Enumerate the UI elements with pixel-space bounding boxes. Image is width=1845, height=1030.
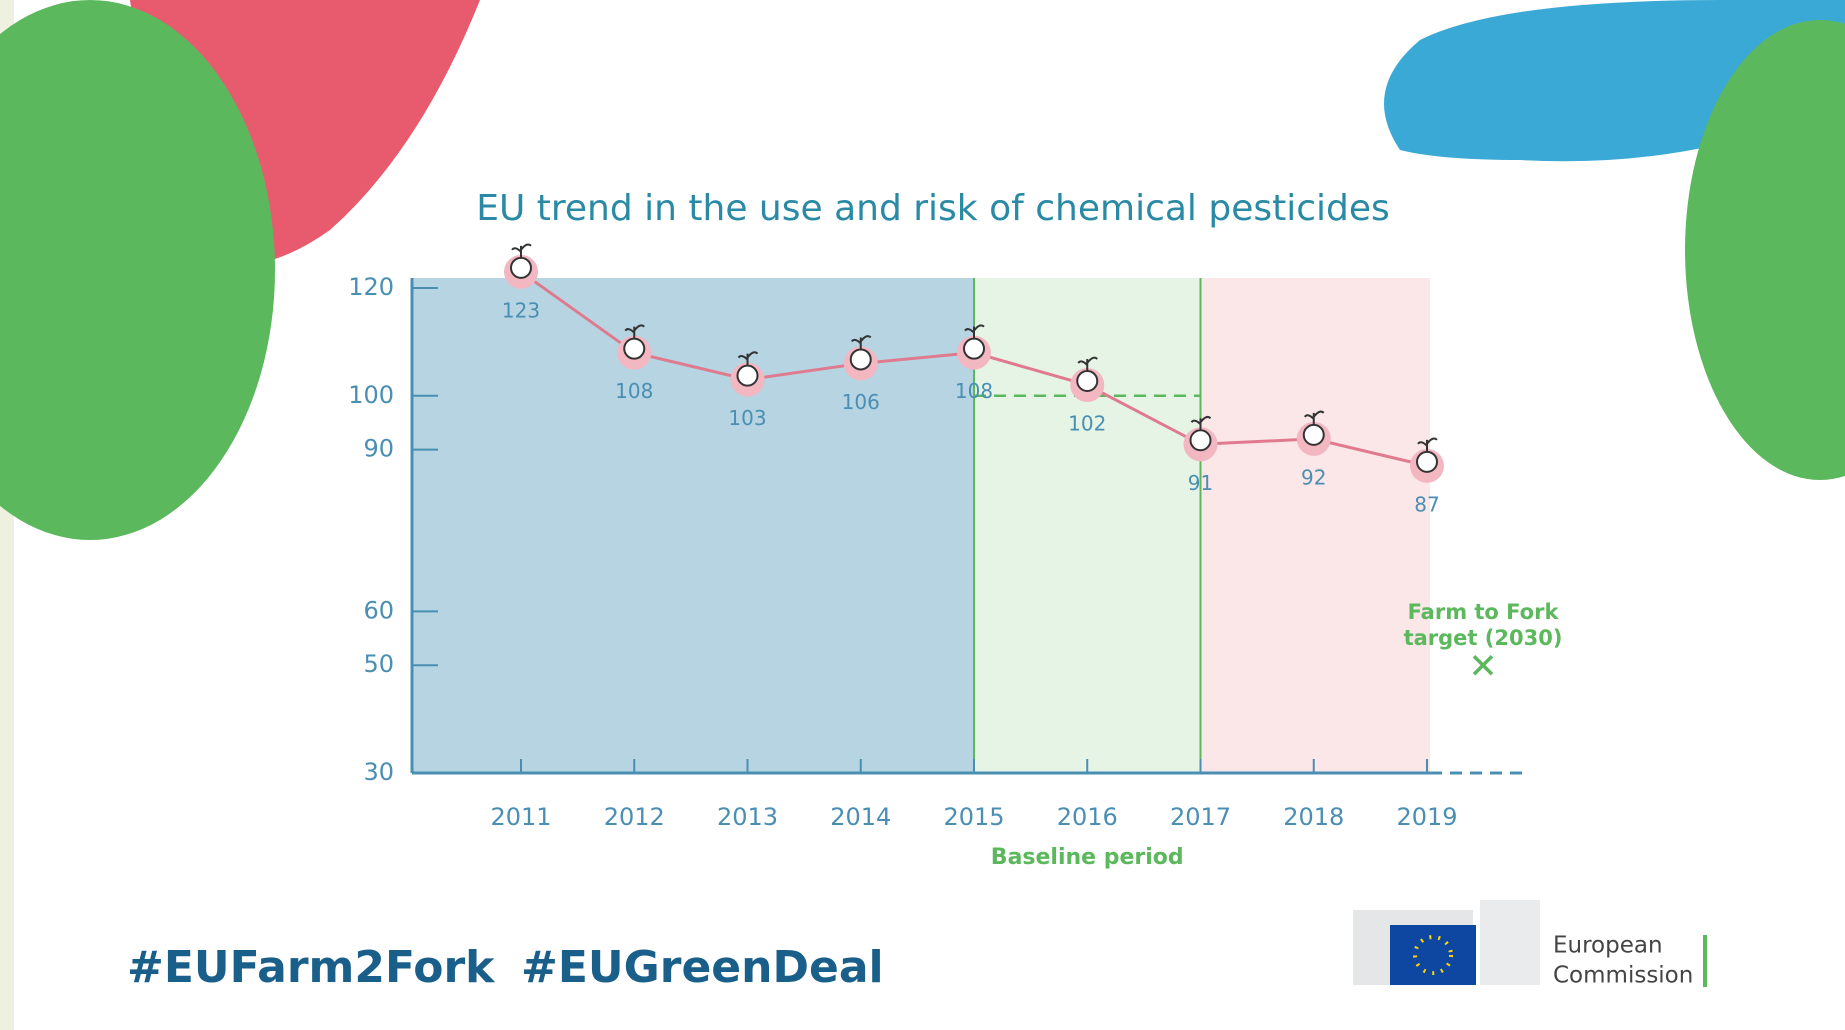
value-label: 108 bbox=[615, 379, 653, 403]
logo-bar bbox=[1703, 935, 1707, 987]
point-sprout bbox=[1077, 356, 1098, 371]
value-label: 108 bbox=[955, 379, 993, 403]
target-mark bbox=[1472, 654, 1494, 676]
x-tick-label: 2013 bbox=[717, 803, 778, 831]
eu-flag bbox=[1390, 925, 1476, 985]
region-baseline bbox=[974, 278, 1201, 773]
point-sprout bbox=[1417, 437, 1438, 452]
hashtag: #EUFarm2Fork bbox=[127, 942, 496, 993]
x-tick-label: 2012 bbox=[604, 803, 665, 831]
point-icon bbox=[1076, 370, 1099, 392]
point-sprout bbox=[850, 335, 872, 350]
plot: 30 50 60 90 100 120 Baseline period Farm to For… bbox=[348, 243, 1563, 870]
point-sprout bbox=[1303, 410, 1325, 425]
ec-logo: European Commission bbox=[1353, 900, 1707, 989]
green-leaf bbox=[0, 0, 275, 540]
point-icon bbox=[736, 364, 759, 387]
green-leaf-right bbox=[1685, 20, 1845, 480]
x-tick-label: 2019 bbox=[1396, 803, 1457, 831]
value-label: 102 bbox=[1068, 412, 1106, 436]
hashtag: #EUGreenDeal bbox=[521, 942, 884, 993]
value-label: 91 bbox=[1188, 471, 1213, 495]
baseline-label: Baseline period bbox=[991, 845, 1184, 870]
x-tick-label: 2015 bbox=[943, 803, 1004, 831]
value-label: 87 bbox=[1414, 492, 1439, 516]
point-icon bbox=[510, 256, 532, 279]
point-icon bbox=[1416, 450, 1438, 473]
point-sprout bbox=[624, 324, 645, 339]
y-tick-label: 90 bbox=[363, 435, 394, 463]
x-tick-label: 2011 bbox=[490, 803, 551, 831]
value-label: 103 bbox=[728, 406, 766, 430]
y-tick-label: 120 bbox=[348, 273, 394, 301]
point-sprout bbox=[1190, 415, 1212, 431]
x-tick-label: 2018 bbox=[1283, 803, 1344, 831]
chart-title: EU trend in the use and risk of chemical… bbox=[476, 188, 1390, 229]
point-sprout bbox=[964, 324, 985, 339]
value-label: 106 bbox=[842, 390, 880, 414]
point-icon bbox=[623, 337, 646, 360]
y-tick-label: 50 bbox=[363, 650, 394, 678]
point-sprout bbox=[511, 243, 532, 258]
point-icon bbox=[849, 348, 872, 371]
region-after bbox=[1200, 278, 1430, 773]
x-tick-label: 2017 bbox=[1170, 803, 1231, 831]
y-tick-label: 100 bbox=[348, 381, 394, 409]
point-icon bbox=[963, 337, 985, 360]
value-label: 92 bbox=[1301, 465, 1326, 489]
eu-stars bbox=[1413, 935, 1453, 975]
logo-building bbox=[1480, 900, 1540, 985]
point-icon bbox=[1189, 429, 1212, 452]
point-sprout bbox=[737, 351, 759, 366]
region-before bbox=[412, 278, 974, 773]
logo-text: European bbox=[1553, 933, 1663, 959]
x-tick-label: 2016 bbox=[1057, 803, 1118, 831]
point-icon bbox=[1302, 423, 1325, 446]
x-tick-label: 2014 bbox=[830, 803, 891, 831]
logo-text: Commission bbox=[1553, 963, 1693, 989]
y-tick-label: 30 bbox=[363, 758, 394, 786]
value-label: 123 bbox=[502, 298, 540, 322]
y-tick-label: 60 bbox=[363, 596, 394, 624]
target-label: Farm to Fork target (2030) bbox=[1404, 600, 1563, 650]
